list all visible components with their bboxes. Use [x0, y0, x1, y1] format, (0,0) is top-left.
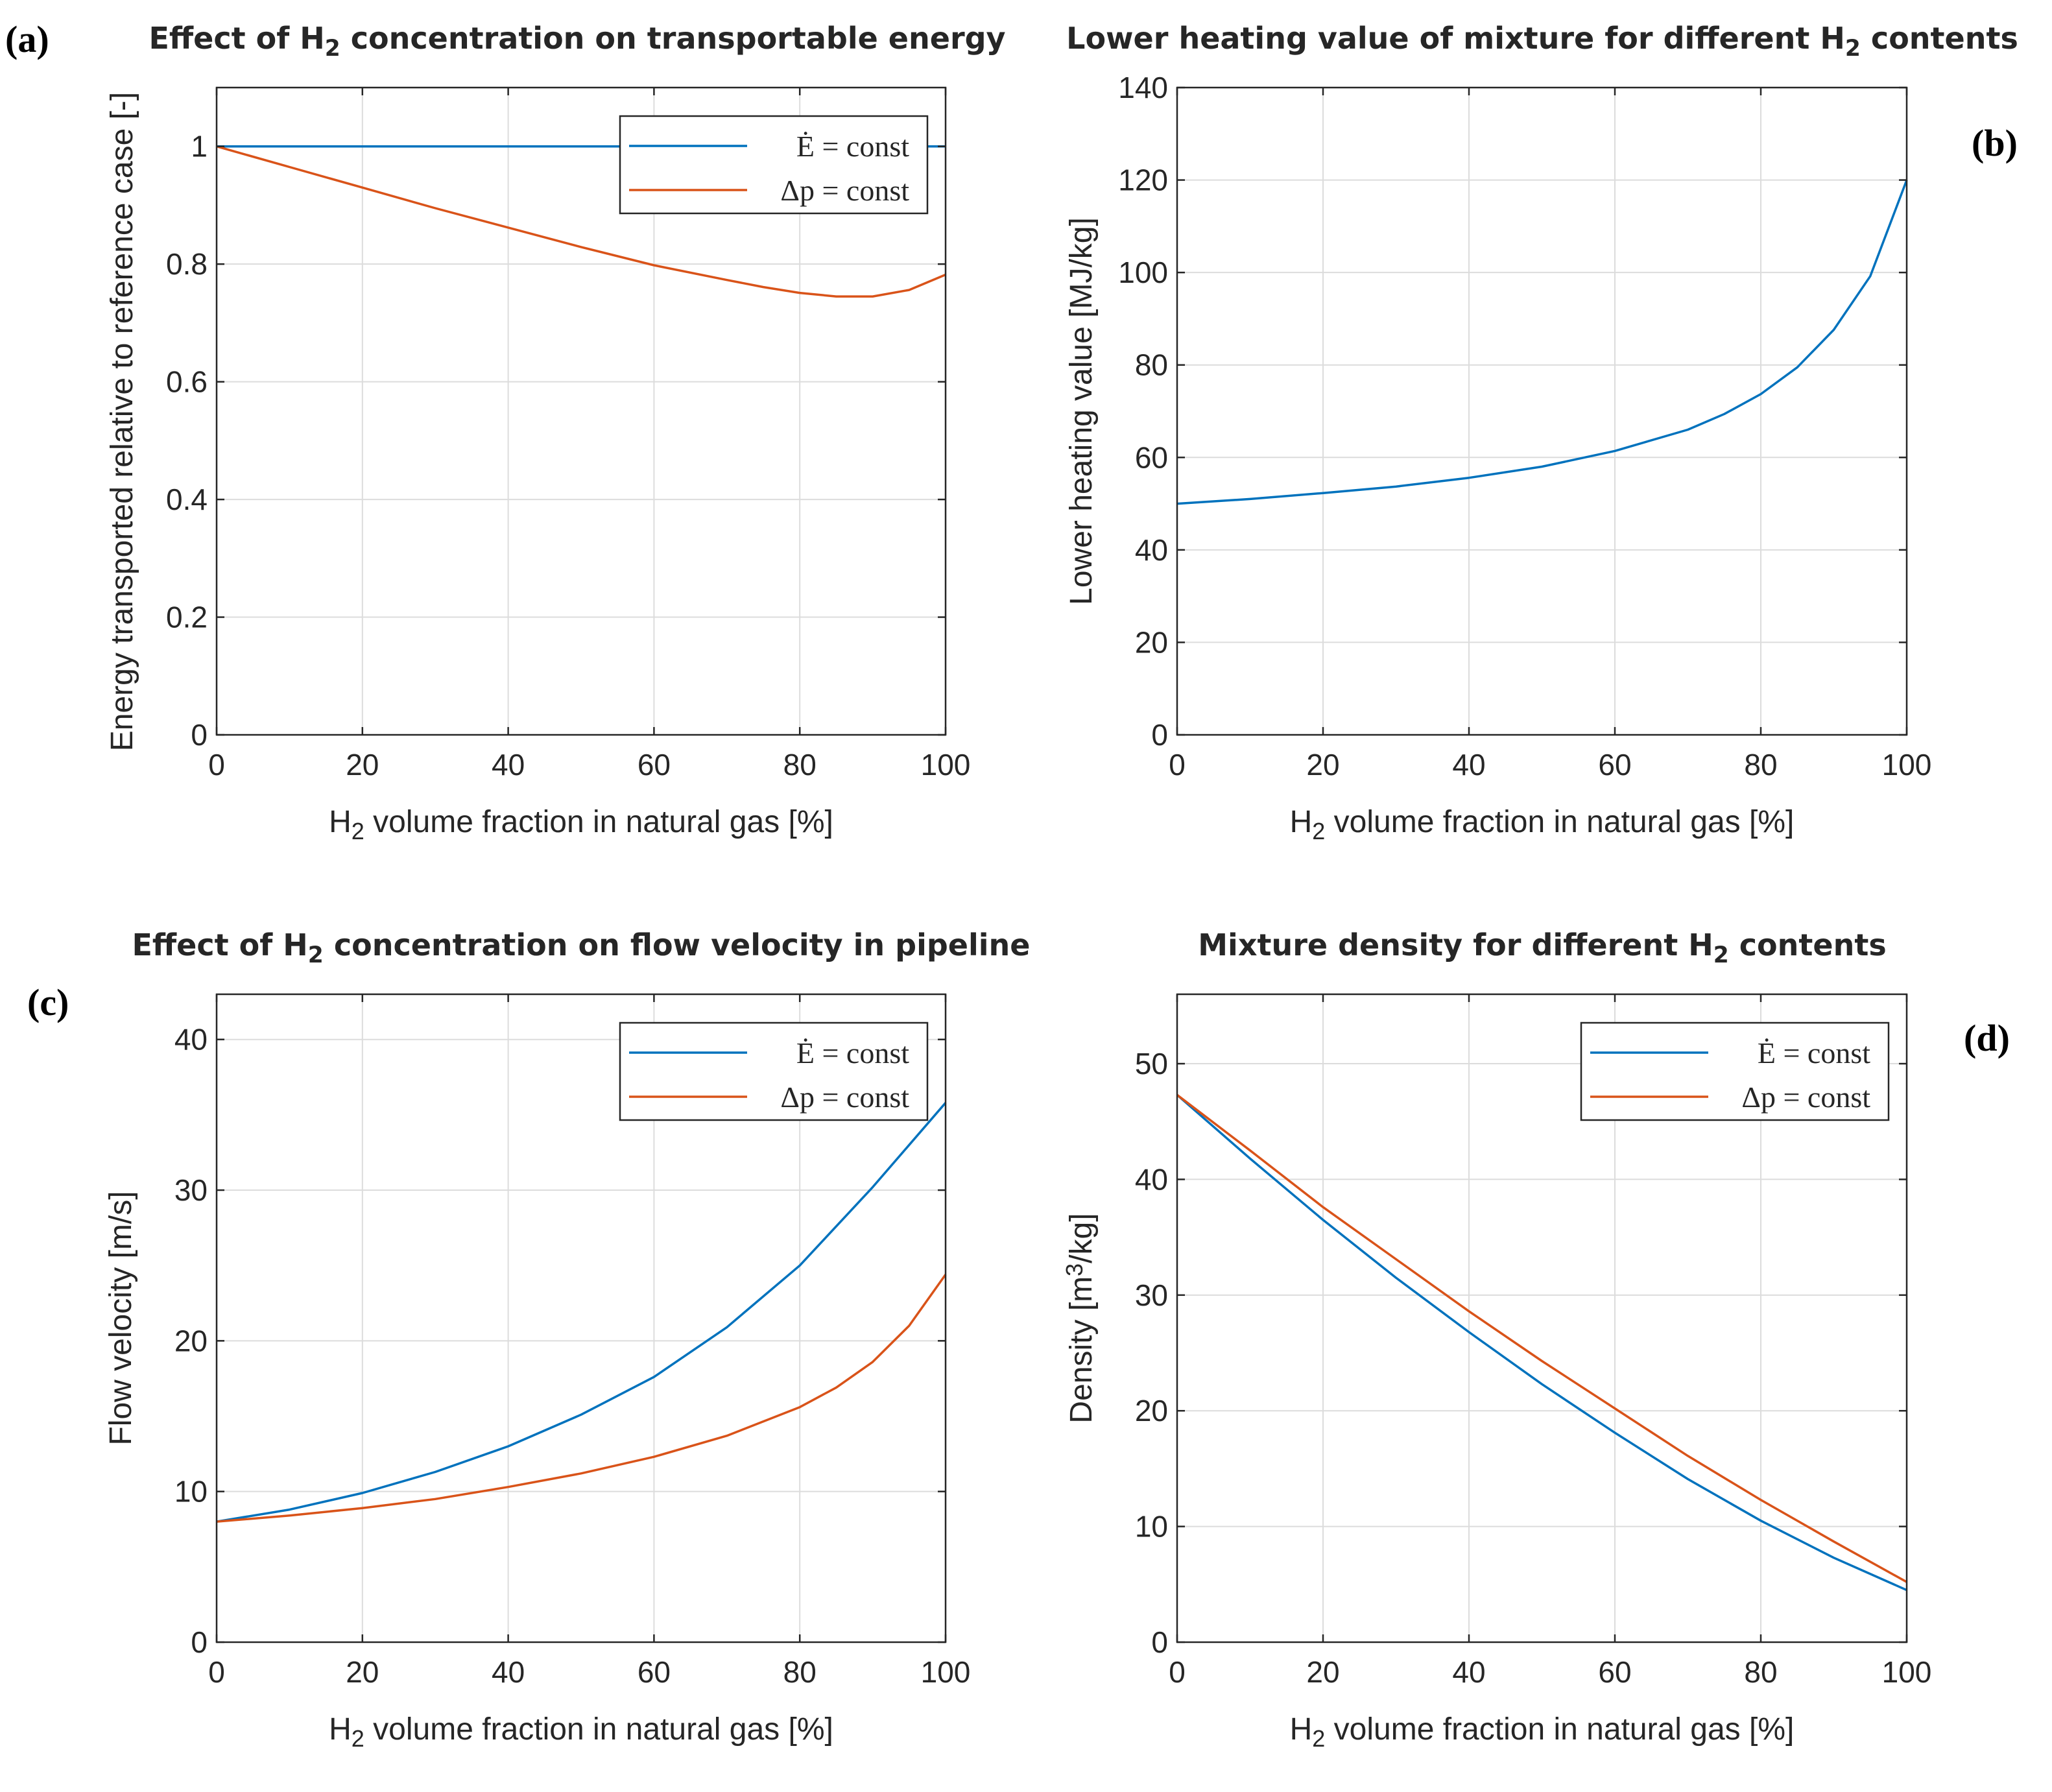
x-tick-label: 60 [1598, 748, 1631, 782]
x-tick-label: 80 [1744, 748, 1777, 782]
y-tick-label: 120 [1118, 163, 1168, 197]
x-tick-label: 80 [1744, 1655, 1777, 1689]
y-tick-label: 30 [174, 1173, 208, 1207]
x-tick-label: 60 [638, 748, 671, 782]
legend-entry: Δp = const [780, 1081, 909, 1114]
x-axis-label: H2 volume fraction in natural gas [%] [329, 805, 833, 844]
x-tick-label: 40 [492, 1655, 525, 1689]
chart-panel-a: 0 20 40 60 80 100 0 0.2 0.4 0.6 0.8 1 Effect of H2 c… [5, 18, 1006, 844]
y-tick-label: 40 [174, 1023, 208, 1057]
x-axis-label: H2 volume fraction in natural gas [%] [1290, 805, 1795, 844]
y-tick-label: 0.8 [166, 247, 208, 281]
x-tick-label: 100 [1882, 1655, 1932, 1689]
panel-label: (d) [1964, 1017, 2010, 1059]
series-line-blue [1176, 179, 1908, 505]
panel-label: (b) [1972, 122, 2018, 164]
y-tick-label: 10 [1135, 1510, 1168, 1544]
x-tick-label: 40 [1452, 1655, 1485, 1689]
y-tick-label: 20 [174, 1324, 208, 1357]
x-axis-label: H2 volume fraction in natural gas [%] [329, 1712, 833, 1752]
x-tick-label: 20 [1306, 748, 1339, 782]
y-tick-label: 30 [1135, 1278, 1168, 1312]
x-tick-label: 20 [1306, 1655, 1339, 1689]
y-tick-label: 0 [191, 718, 208, 752]
chart-title: Lower heating value of mixture for diffe… [1066, 21, 2018, 62]
y-tick-label: 60 [1135, 440, 1168, 474]
axes-box [1176, 86, 1908, 736]
legend: Ė = const Δp = const [1580, 1021, 1890, 1121]
chart-title: Mixture density for different H2 content… [1198, 927, 1886, 968]
y-tick-label: 140 [1118, 71, 1168, 104]
y-axis-label: Lower heating value [MJ/kg] [1064, 217, 1099, 605]
panel-label: (c) [27, 981, 69, 1023]
x-tick-label: 60 [638, 1655, 671, 1689]
y-tick-label: 0 [1151, 1625, 1168, 1659]
chart-panel-c: 0 20 40 60 80 100 0 10 20 30 40 Effect of H2 concen… [27, 927, 1030, 1752]
legend-entry: Δp = const [1741, 1081, 1870, 1114]
x-tick-label: 0 [208, 1655, 225, 1689]
legend-entry: Ė = const [796, 130, 909, 163]
x-tick-label: 100 [1882, 748, 1932, 782]
y-tick-label: 20 [1135, 1394, 1168, 1428]
y-tick-label: 0.6 [166, 365, 208, 399]
y-tick-label: 40 [1135, 1162, 1168, 1196]
x-tick-label: 40 [1452, 748, 1485, 782]
y-tick-label: 100 [1118, 256, 1168, 289]
x-tick-label: 60 [1598, 1655, 1631, 1689]
chart-panel-d: 0 20 40 60 80 100 0 10 20 30 40 50 Mixture density f… [1061, 927, 2010, 1752]
x-tick-label: 100 [921, 748, 971, 782]
series-line-blue [1176, 1093, 1907, 1592]
axes-box [215, 993, 947, 1643]
y-tick-label: 1 [191, 130, 208, 163]
x-tick-label: 80 [783, 748, 817, 782]
y-tick-label: 0 [191, 1625, 208, 1659]
legend-entry: Ė = const [1758, 1036, 1870, 1069]
legend-entry: Δp = const [780, 174, 909, 207]
chart-title: Effect of H2 concentration on transporta… [149, 21, 1005, 62]
y-tick-label: 20 [1135, 625, 1168, 659]
chart-title: Effect of H2 concentration on flow veloc… [132, 927, 1031, 968]
x-tick-label: 80 [783, 1655, 817, 1689]
series-line-orange [1176, 1093, 1907, 1583]
y-tick-label: 0.4 [166, 483, 208, 516]
y-tick-label: 10 [174, 1475, 208, 1509]
y-tick-label: 50 [1135, 1047, 1168, 1081]
legend-box [619, 1021, 929, 1121]
y-tick-label: 80 [1135, 348, 1168, 382]
series-line-orange [216, 1274, 947, 1523]
x-axis-label: H2 volume fraction in natural gas [%] [1290, 1712, 1795, 1752]
x-tick-label: 40 [492, 748, 525, 782]
chart-panel-b: 0 20 40 60 80 100 0 20 40 60 80 100 120 140 Lower heat… [1064, 21, 2018, 844]
panel-label: (a) [5, 18, 49, 60]
legend-entry: Ė = const [796, 1036, 909, 1069]
x-tick-label: 0 [208, 748, 225, 782]
y-axis-label: Density [m3/kg] [1061, 1213, 1099, 1423]
x-tick-label: 0 [1169, 1655, 1186, 1689]
y-axis-label: Flow velocity [m/s] [104, 1191, 138, 1445]
legend: Ė = const Δp = const [619, 115, 929, 215]
x-tick-label: 20 [346, 1655, 379, 1689]
x-tick-label: 100 [921, 1655, 971, 1689]
y-tick-label: 0.2 [166, 601, 208, 634]
x-tick-label: 0 [1169, 748, 1186, 782]
y-tick-label: 0 [1151, 718, 1168, 752]
axes-box [1176, 993, 1908, 1643]
plot-area [1177, 88, 1907, 735]
axes-box [215, 86, 947, 736]
x-tick-label: 20 [346, 748, 379, 782]
legend-box [619, 115, 929, 215]
y-tick-label: 40 [1135, 533, 1168, 567]
series-line-orange [216, 145, 946, 298]
legend: Ė = const Δp = const [619, 1021, 929, 1121]
series-line-blue [216, 1102, 947, 1523]
y-axis-label: Energy transported relative to reference… [105, 92, 139, 752]
legend-box [1580, 1021, 1890, 1121]
